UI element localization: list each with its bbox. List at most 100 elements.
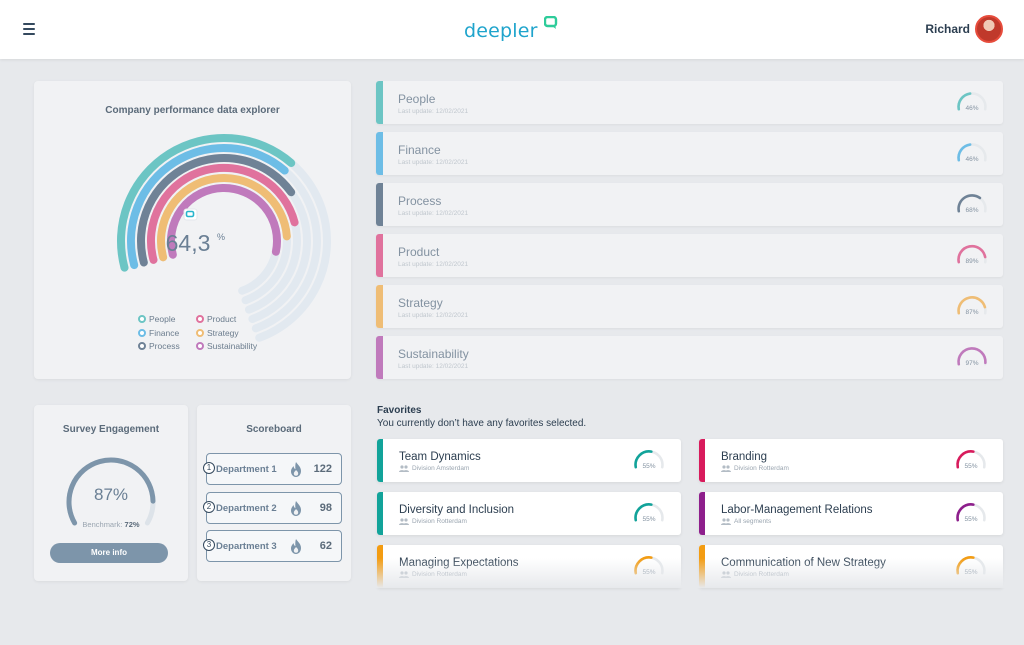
- department-name: Department 3: [216, 541, 277, 552]
- category-color-bar: [376, 183, 383, 226]
- legend-item-finance[interactable]: Finance: [138, 328, 179, 338]
- scoreboard-row[interactable]: Department 1 122 1: [203, 453, 343, 485]
- department-card[interactable]: Department 1 122: [206, 453, 342, 485]
- explorer-title: Company performance data explorer: [105, 105, 280, 116]
- favorite-segment-label: All segments: [734, 518, 772, 525]
- percent-label: 55%: [964, 463, 977, 470]
- category-row-process[interactable]: Process Last update: 12/02/2021 68%: [376, 183, 1003, 226]
- logo-mark-icon: [544, 16, 558, 29]
- category-name: Finance: [398, 143, 441, 157]
- gauge-arc-sustainability[interactable]: [167, 184, 281, 259]
- favorite-name: Diversity and Inclusion: [399, 504, 515, 516]
- percent-arc: [957, 347, 987, 366]
- avatar[interactable]: [975, 15, 1003, 43]
- category-row-people[interactable]: People Last update: 12/02/2021 46%: [376, 81, 1003, 124]
- percent-label: 55%: [642, 463, 655, 470]
- scoreboard-title: Scoreboard: [246, 424, 302, 435]
- gauge-arc-product[interactable]: [146, 163, 299, 264]
- benchmark: Benchmark: 72%: [34, 520, 188, 529]
- legend-label: Strategy: [207, 327, 239, 338]
- legend-item-people[interactable]: People: [138, 314, 175, 324]
- rank-badge: 3: [203, 539, 215, 551]
- survey-engagement-panel: Survey Engagement 87% Benchmark: 72% Mor…: [34, 405, 188, 581]
- rank-badge: 1: [203, 462, 215, 474]
- user-name[interactable]: Richard: [925, 22, 970, 36]
- category-name: Product: [398, 245, 440, 259]
- favorite-color-bar: [377, 492, 383, 535]
- department-name: Department 2: [216, 502, 277, 514]
- legend-item-sustainability[interactable]: Sustainability: [196, 341, 257, 351]
- percent-gauge: 97%: [957, 347, 987, 367]
- gauge-arc-finance[interactable]: [127, 144, 289, 270]
- category-name: Process: [398, 194, 442, 208]
- favorite-card[interactable]: Diversity and Inclusion Division Rotterd…: [377, 492, 681, 535]
- list-fade: [370, 558, 1010, 588]
- legend-item-product[interactable]: Product: [196, 314, 236, 324]
- flame-icon: [291, 500, 301, 516]
- gauge-arc-people[interactable]: [117, 134, 296, 272]
- category-color-bar: [376, 285, 383, 328]
- department-score: 62: [319, 540, 332, 552]
- category-name: Sustainability: [398, 347, 469, 361]
- users-icon: [721, 518, 731, 525]
- gauge-logo-icon: [183, 208, 198, 221]
- favorite-segment-label: Division Rotterdam: [734, 465, 789, 472]
- benchmark-label: Benchmark:: [82, 520, 123, 529]
- favorite-color-bar: [377, 439, 383, 482]
- percent-label: 55%: [642, 516, 655, 523]
- top-bar: deepler Richard: [0, 0, 1024, 59]
- survey-value: 87%: [93, 485, 129, 504]
- favorite-segment: Division Rotterdam: [721, 465, 789, 472]
- performance-explorer-panel: Company performance data explorer 64,3% …: [34, 81, 351, 379]
- category-last-update: Last update: 12/02/2021: [398, 363, 469, 370]
- percent-label: 97%: [965, 360, 978, 367]
- category-last-update: Last update: 12/02/2021: [398, 261, 469, 268]
- percent-arc: [634, 503, 653, 522]
- favorite-color-bar: [699, 439, 705, 482]
- legend-dot-icon: [196, 342, 204, 350]
- legend-item-process[interactable]: Process: [138, 341, 180, 351]
- gauge-arc-strategy[interactable]: [157, 174, 291, 262]
- favorite-segment: Division Rotterdam: [399, 518, 467, 525]
- scoreboard-row[interactable]: Department 2 98 2: [203, 491, 343, 524]
- category-row-finance[interactable]: Finance Last update: 12/02/2021 46%: [376, 132, 1003, 175]
- percent-arc: [957, 194, 982, 213]
- benchmark-value: 72%: [124, 520, 140, 529]
- percent-label: 46%: [965, 105, 978, 112]
- favorite-color-bar: [699, 492, 705, 535]
- survey-arc: [66, 457, 156, 526]
- legend-dot-icon: [138, 315, 146, 323]
- department-score: 122: [313, 463, 332, 475]
- percent-gauge: 55%: [956, 450, 986, 470]
- scoreboard-row[interactable]: Department 3 62 3: [203, 530, 343, 562]
- legend-item-strategy[interactable]: Strategy: [196, 328, 239, 338]
- users-icon: [399, 518, 409, 525]
- favorite-segment: All segments: [721, 518, 771, 525]
- department-card[interactable]: Department 3 62: [206, 530, 342, 562]
- percent-gauge: 89%: [957, 244, 987, 265]
- category-row-sustainability[interactable]: Sustainability Last update: 12/02/2021 97…: [376, 336, 1003, 379]
- favorite-card[interactable]: Labor-Management Relations All segments …: [699, 492, 1003, 535]
- favorite-card[interactable]: Team Dynamics Division Amsterdam 55%: [377, 439, 681, 482]
- more-info-button[interactable]: More info: [50, 543, 168, 563]
- flame-icon: [291, 539, 301, 554]
- favorite-card[interactable]: Branding Division Rotterdam 55%: [699, 439, 1003, 482]
- menu-icon[interactable]: [23, 23, 35, 35]
- category-row-product[interactable]: Product Last update: 12/02/2021 89%: [376, 234, 1003, 277]
- users-icon: [399, 465, 409, 472]
- percent-gauge: 46%: [957, 143, 987, 163]
- users-icon: [721, 465, 731, 472]
- department-name: Department 1: [216, 464, 277, 475]
- legend-label: People: [149, 314, 176, 324]
- legend-dot-icon: [138, 342, 146, 350]
- category-last-update: Last update: 12/02/2021: [398, 159, 469, 166]
- percent-arc: [957, 296, 987, 315]
- favorite-segment-label: Division Rotterdam: [412, 518, 467, 525]
- department-card[interactable]: Department 2 98: [206, 491, 342, 524]
- category-row-strategy[interactable]: Strategy Last update: 12/02/2021 87%: [376, 285, 1003, 328]
- percent-label: 55%: [964, 516, 977, 523]
- percent-arc: [957, 92, 972, 111]
- gauge-arc-process[interactable]: [137, 154, 296, 267]
- legend-dot-icon: [138, 328, 146, 337]
- percent-arc: [956, 450, 975, 469]
